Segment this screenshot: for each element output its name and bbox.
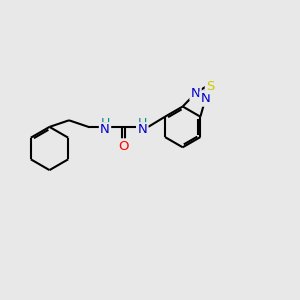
Text: H: H <box>100 117 110 130</box>
Text: S: S <box>206 80 214 93</box>
Text: H: H <box>137 117 147 130</box>
Text: N: N <box>100 123 110 136</box>
Text: O: O <box>118 140 129 153</box>
Text: N: N <box>201 92 210 105</box>
Text: N: N <box>191 87 200 100</box>
Text: N: N <box>137 123 147 136</box>
